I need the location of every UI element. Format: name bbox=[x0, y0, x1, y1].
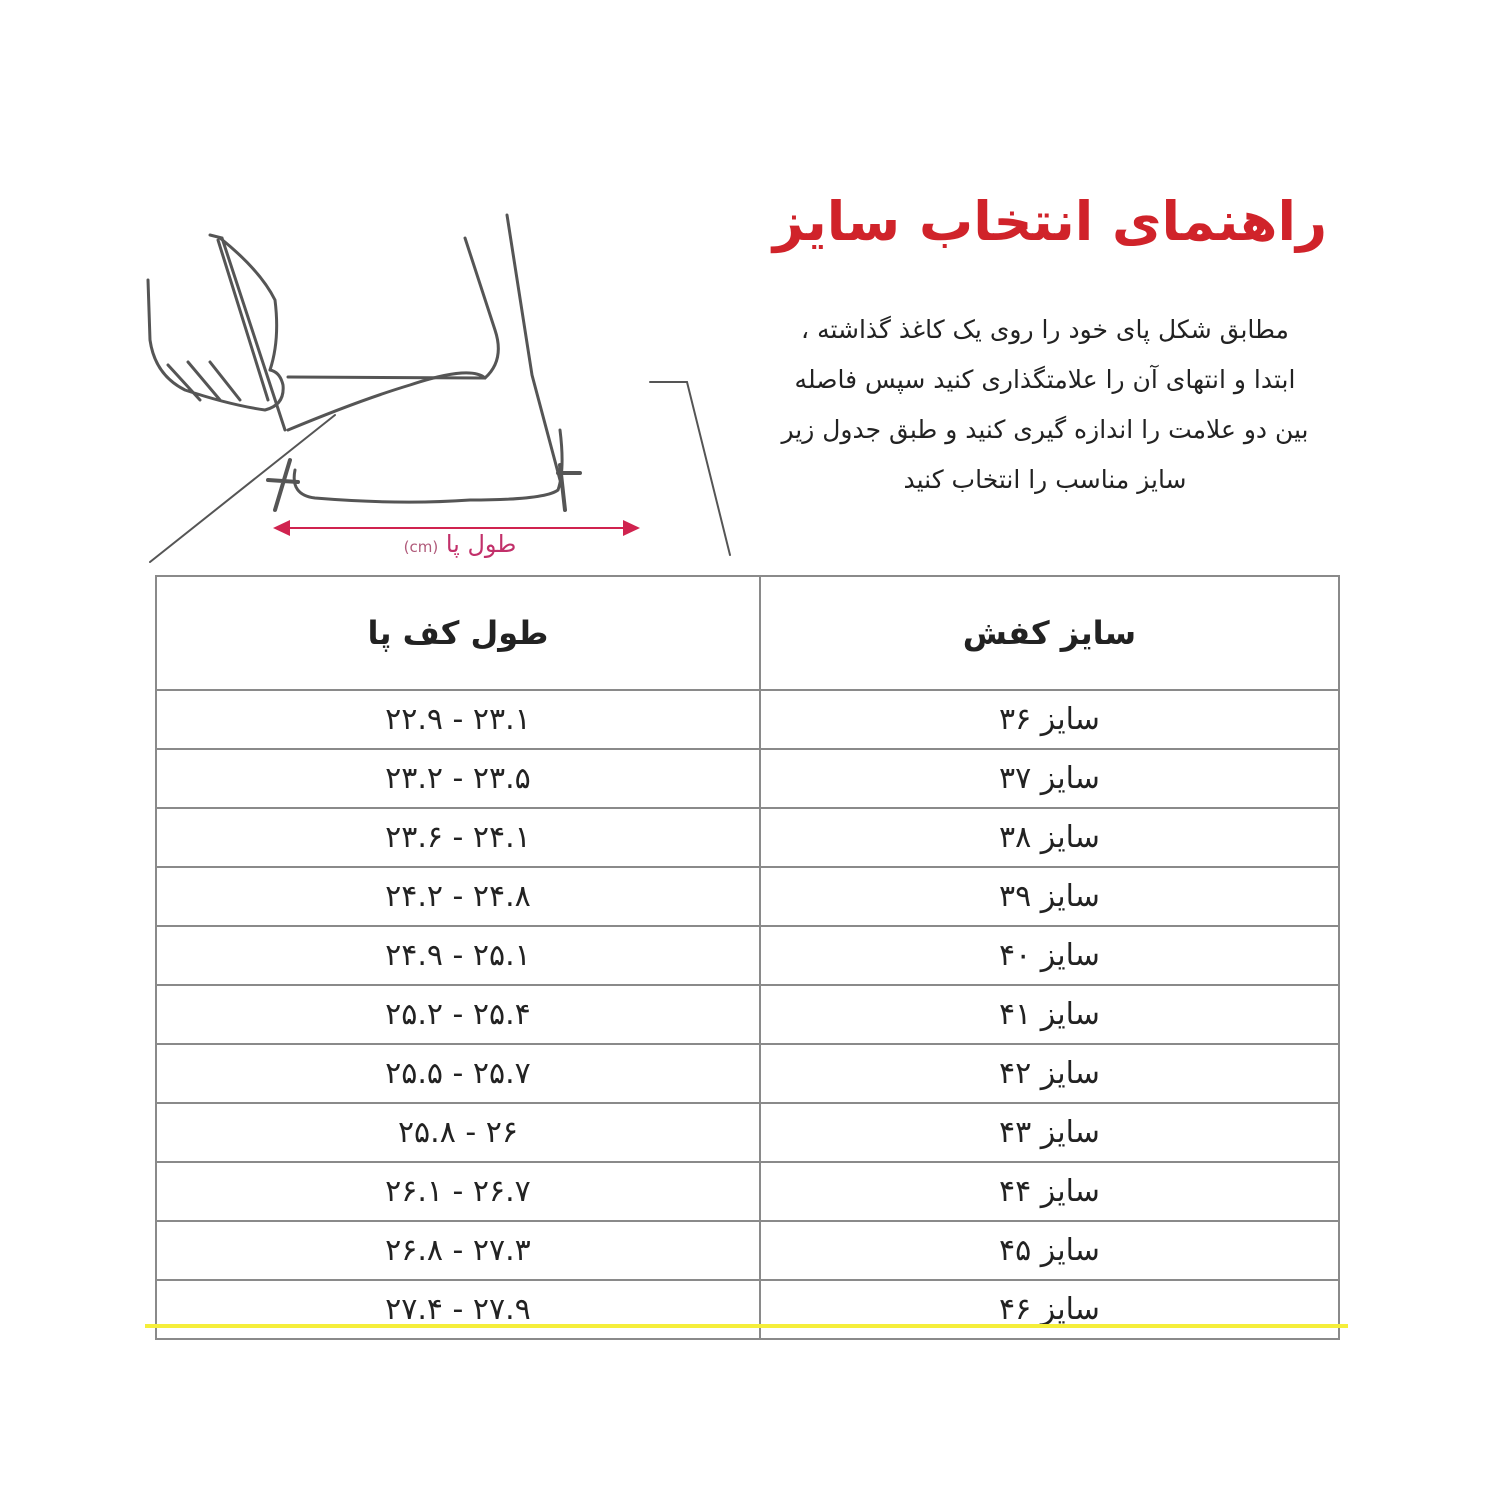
foot-length-cell: ۲۴.۲ - ۲۴.۸ bbox=[155, 866, 761, 927]
leg-back bbox=[505, 213, 562, 482]
shoe-size-cell: سایز ۴۲ bbox=[758, 1043, 1341, 1104]
pencil bbox=[208, 233, 287, 432]
foot-length-text: طول پا bbox=[445, 530, 517, 558]
page-title: راهنمای انتخاب سایز bbox=[772, 190, 1328, 253]
table-row: سایز ۴۱ ۲۵.۲ - ۲۵.۴ bbox=[155, 984, 1341, 1045]
foot-length-cell: ۲۳.۲ - ۲۳.۵ bbox=[155, 748, 761, 809]
unit-label: (cm) bbox=[403, 538, 439, 556]
arrow-right-head bbox=[623, 520, 640, 536]
instruction-line: بین دو علامت را اندازه گیری کنید و طبق ج… bbox=[781, 415, 1309, 444]
foot-length-cell: ۲۵.۵ - ۲۵.۷ bbox=[155, 1043, 761, 1104]
foot-length-cell: ۲۵.۲ - ۲۵.۴ bbox=[155, 984, 761, 1045]
foot-length-cell: ۲۳.۶ - ۲۴.۱ bbox=[155, 807, 761, 868]
foot-length-cell: ۲۲.۹ - ۲۳.۱ bbox=[155, 689, 761, 750]
table-header-row: سایز کفش طول کف پا bbox=[155, 575, 1341, 691]
foot-sole bbox=[292, 428, 564, 504]
foot-length-cell: ۲۷.۴ - ۲۷.۹ bbox=[155, 1279, 761, 1340]
shoe-size-cell: سایز ۳۷ bbox=[758, 748, 1341, 809]
size-table: سایز کفش طول کف پا سایز ۳۶ ۲۲.۹ - ۲۳.۱ سای… bbox=[155, 575, 1341, 1340]
shoe-size-cell: سایز ۴۴ bbox=[758, 1161, 1341, 1222]
instruction-line: مطابق شکل پای خود را روی یک کاغذ گذاشته … bbox=[801, 315, 1289, 344]
shoe-size-cell: سایز ۴۵ bbox=[758, 1220, 1341, 1281]
instructions: مطابق شکل پای خود را روی یک کاغذ گذاشته … bbox=[740, 305, 1350, 505]
foot-length-label: طول پا (cm) bbox=[330, 530, 590, 558]
foot-length-cell: ۲۶.۸ - ۲۷.۳ bbox=[155, 1220, 761, 1281]
shoe-size-cell: سایز ۴۰ bbox=[758, 925, 1341, 986]
heel-mark bbox=[556, 463, 582, 512]
table-row: سایز ۴۴ ۲۶.۱ - ۲۶.۷ bbox=[155, 1161, 1341, 1222]
instruction-line: ابتدا و انتهای آن را علامتگذاری کنید سپس… bbox=[794, 365, 1296, 394]
table-row: سایز ۴۶ ۲۷.۴ - ۲۷.۹ bbox=[155, 1279, 1341, 1340]
table-row: سایز ۴۵ ۲۶.۸ - ۲۷.۳ bbox=[155, 1220, 1341, 1281]
instruction-line: سایز مناسب را انتخاب کنید bbox=[903, 465, 1187, 494]
shoe-size-cell: سایز ۴۶ bbox=[758, 1279, 1341, 1340]
accent-line bbox=[145, 1324, 1348, 1328]
arrow-left-head bbox=[273, 520, 290, 536]
table-row: سایز ۳۶ ۲۲.۹ - ۲۳.۱ bbox=[155, 689, 1341, 750]
table-row: سایز ۳۸ ۲۳.۶ - ۲۴.۱ bbox=[155, 807, 1341, 868]
table-row: سایز ۴۲ ۲۵.۵ - ۲۵.۷ bbox=[155, 1043, 1341, 1104]
table-row: سایز ۴۰ ۲۴.۹ - ۲۵.۱ bbox=[155, 925, 1341, 986]
foot-length-cell: ۲۵.۸ - ۲۶ bbox=[155, 1102, 761, 1163]
paper-outline bbox=[149, 381, 731, 563]
table-row: سایز ۳۷ ۲۳.۲ - ۲۳.۵ bbox=[155, 748, 1341, 809]
foot-length-cell: ۲۶.۱ - ۲۶.۷ bbox=[155, 1161, 761, 1222]
table-row: سایز ۳۹ ۲۴.۲ - ۲۴.۸ bbox=[155, 866, 1341, 927]
shoe-size-cell: سایز ۳۹ bbox=[758, 866, 1341, 927]
toe-mark bbox=[266, 458, 300, 512]
table-row: سایز ۴۳ ۲۵.۸ - ۲۶ bbox=[155, 1102, 1341, 1163]
header-shoe-size: سایز کفش bbox=[758, 575, 1341, 691]
foot-measure-illustration bbox=[146, 213, 731, 563]
shoe-size-cell: سایز ۳۶ bbox=[758, 689, 1341, 750]
leg-front bbox=[286, 236, 500, 380]
shoe-size-cell: سایز ۴۳ bbox=[758, 1102, 1341, 1163]
foot-length-cell: ۲۴.۹ - ۲۵.۱ bbox=[155, 925, 761, 986]
shoe-size-cell: سایز ۴۱ bbox=[758, 984, 1341, 1045]
hand bbox=[146, 278, 285, 412]
foot-top bbox=[286, 371, 487, 432]
header-foot-length: طول کف پا bbox=[155, 575, 761, 691]
shoe-size-cell: سایز ۳۸ bbox=[758, 807, 1341, 868]
